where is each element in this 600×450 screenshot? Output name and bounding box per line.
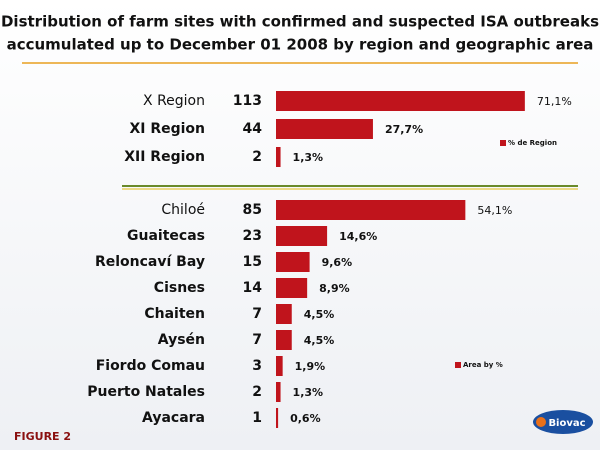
legend-swatch [500, 140, 506, 146]
bar [276, 382, 281, 402]
category-label: Reloncaví Bay [95, 254, 205, 270]
count-label: 14 [243, 280, 263, 296]
legend-label: Area by % [463, 361, 503, 369]
value-label: 14,6% [339, 230, 377, 243]
value-label: 8,9% [319, 282, 350, 295]
category-label: Aysén [158, 332, 205, 348]
value-label: 9,6% [322, 256, 353, 269]
category-label: Guaitecas [127, 228, 205, 244]
count-label: 2 [252, 149, 262, 165]
category-label: Chiloé [161, 202, 205, 218]
category-label: XII Region [124, 149, 205, 165]
value-label: 27,7% [385, 123, 423, 136]
value-label: 54,1% [477, 204, 512, 217]
count-label: 15 [243, 254, 262, 270]
count-label: 44 [243, 121, 263, 137]
legend-label: % de Region [508, 139, 557, 147]
category-label: Chaiten [144, 306, 205, 322]
count-label: 1 [252, 410, 262, 426]
logo [536, 417, 546, 427]
category-label: Cisnes [154, 280, 205, 296]
category-label: Puerto Natales [87, 384, 205, 400]
value-label: 4,5% [304, 308, 335, 321]
count-label: 85 [243, 202, 262, 218]
logo-text: Biovac [548, 418, 585, 429]
value-label: 71,1% [537, 95, 572, 108]
logo [533, 410, 593, 434]
count-label: 7 [252, 332, 262, 348]
chart-title: Distribution of farm sites with confirme… [1, 13, 599, 31]
count-label: 7 [252, 306, 262, 322]
bar [276, 119, 373, 139]
category-label: Ayacara [142, 410, 205, 426]
value-label: 4,5% [304, 334, 335, 347]
chart-title: accumulated up to December 01 2008 by re… [7, 36, 594, 54]
bar [276, 304, 292, 324]
count-label: 3 [252, 358, 262, 374]
bar [276, 408, 279, 428]
legend-swatch [455, 362, 461, 368]
value-label: 1,3% [293, 386, 324, 399]
value-label: 1,3% [293, 151, 324, 164]
category-label: XI Region [129, 121, 205, 137]
bar [276, 252, 310, 272]
bar [276, 147, 281, 167]
bar [276, 91, 525, 111]
bar [276, 200, 466, 220]
count-label: 113 [233, 93, 262, 109]
count-label: 2 [252, 384, 262, 400]
bar [276, 278, 308, 298]
value-label: 1,9% [295, 360, 326, 373]
bar [276, 226, 328, 246]
figure-label: FIGURE 2 [14, 430, 71, 443]
count-label: 23 [243, 228, 262, 244]
value-label: 0,6% [290, 412, 321, 425]
category-label: X Region [143, 93, 205, 109]
bar [276, 356, 283, 376]
category-label: Fiordo Comau [96, 358, 205, 374]
bar [276, 330, 292, 350]
